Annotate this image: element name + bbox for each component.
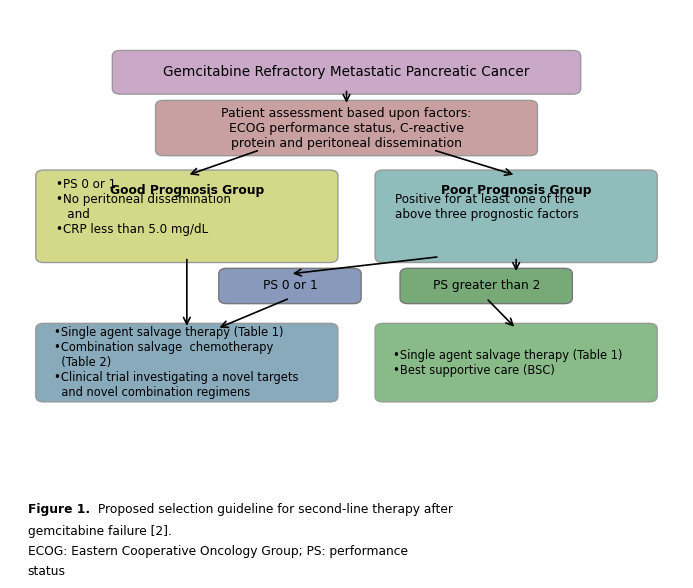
Text: Positive for at least one of the
above three prognostic factors: Positive for at least one of the above t… (395, 192, 579, 220)
FancyBboxPatch shape (36, 323, 338, 402)
FancyBboxPatch shape (112, 51, 581, 94)
Text: PS 0 or 1: PS 0 or 1 (263, 279, 317, 292)
Text: Patient assessment based upon factors:
ECOG performance status, C-reactive
prote: Patient assessment based upon factors: E… (221, 106, 472, 149)
Text: Poor Prognosis Group: Poor Prognosis Group (441, 184, 591, 197)
Text: Gemcitabine Refractory Metastatic Pancreatic Cancer: Gemcitabine Refractory Metastatic Pancre… (164, 65, 529, 79)
Text: Good Prognosis Group: Good Prognosis Group (109, 184, 264, 197)
Text: status: status (28, 565, 66, 578)
FancyBboxPatch shape (400, 268, 572, 303)
Text: •Single agent salvage therapy (Table 1)
•Best supportive care (BSC): •Single agent salvage therapy (Table 1) … (393, 349, 622, 377)
FancyBboxPatch shape (36, 170, 338, 262)
Text: gemcitabine failure [2].: gemcitabine failure [2]. (28, 525, 172, 538)
Text: •PS 0 or 1
•No peritoneal dissemination
   and
•CRP less than 5.0 mg/dL: •PS 0 or 1 •No peritoneal dissemination … (55, 178, 231, 236)
Text: Proposed selection guideline for second-line therapy after: Proposed selection guideline for second-… (94, 503, 453, 516)
FancyBboxPatch shape (155, 101, 538, 156)
FancyBboxPatch shape (219, 268, 361, 303)
Text: •Single agent salvage therapy (Table 1)
•Combination salvage  chemotherapy
  (Ta: •Single agent salvage therapy (Table 1) … (54, 326, 298, 399)
Text: PS greater than 2: PS greater than 2 (432, 279, 540, 292)
Text: Figure 1.: Figure 1. (28, 503, 90, 516)
FancyBboxPatch shape (375, 323, 657, 402)
FancyBboxPatch shape (375, 170, 657, 262)
Text: ECOG: Eastern Cooperative Oncology Group; PS: performance: ECOG: Eastern Cooperative Oncology Group… (28, 545, 407, 558)
